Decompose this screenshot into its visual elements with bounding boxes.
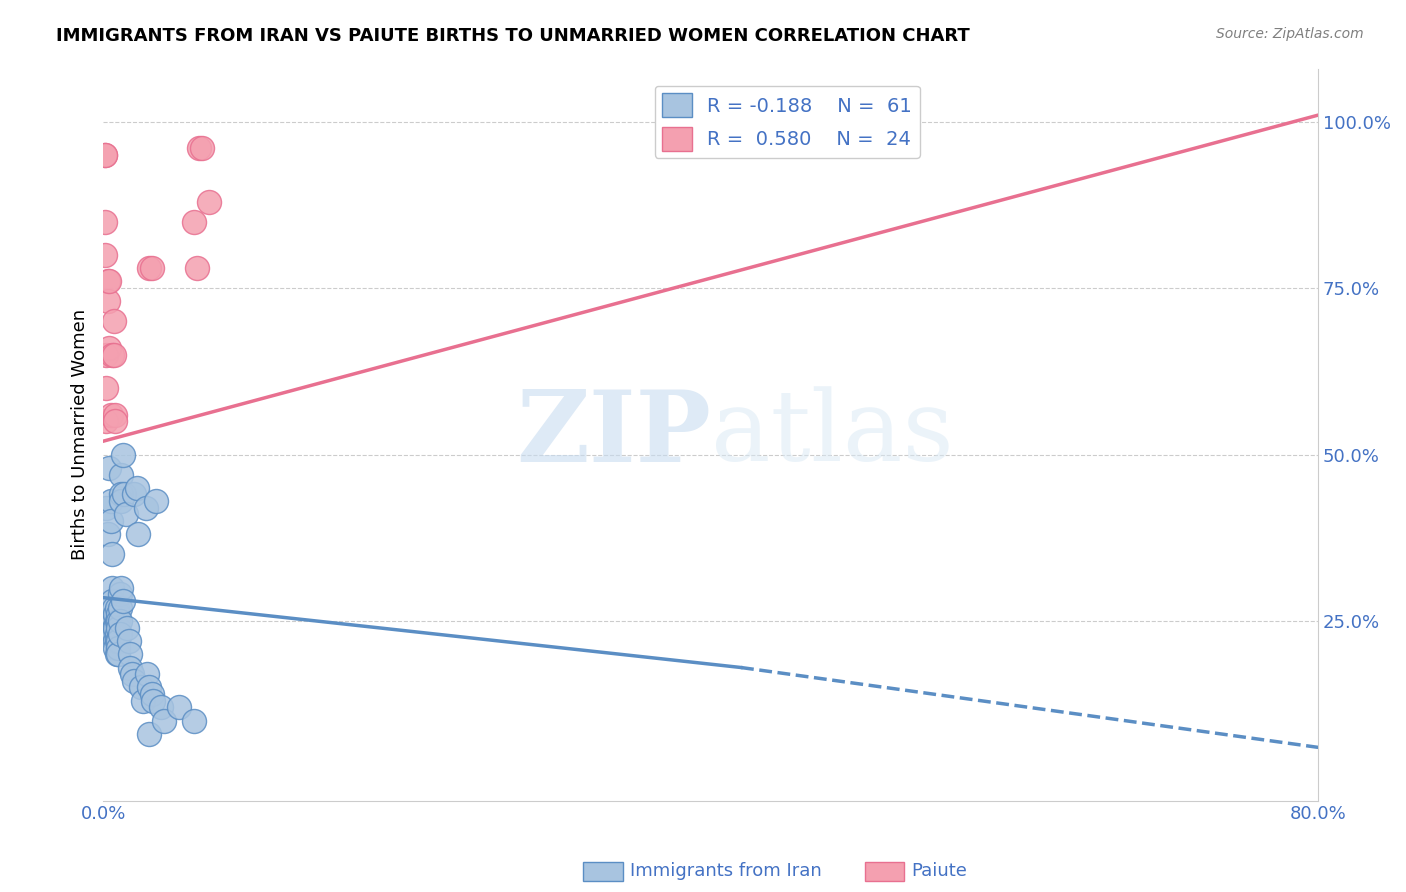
Point [96, 414, 118, 428]
Point [187, 141, 209, 155]
Point [104, 633, 127, 648]
Point [103, 348, 125, 362]
Point [117, 621, 139, 635]
Point [141, 687, 163, 701]
Point [100, 514, 122, 528]
Point [138, 727, 160, 741]
Point [167, 700, 190, 714]
Point [96, 348, 118, 362]
Point [103, 600, 125, 615]
Point [100, 494, 122, 508]
Point [111, 594, 134, 608]
Point [127, 527, 149, 541]
Point [108, 600, 131, 615]
Point [120, 647, 142, 661]
Point [101, 581, 124, 595]
Point [97, 275, 120, 289]
Point [101, 594, 124, 608]
Point [105, 614, 128, 628]
Point [142, 694, 165, 708]
Point [136, 667, 159, 681]
Point [101, 547, 124, 561]
Point [138, 261, 160, 276]
Point [103, 614, 125, 628]
Point [93, 148, 115, 162]
Text: Immigrants from Iran: Immigrants from Iran [630, 863, 821, 880]
Point [108, 614, 131, 628]
Point [183, 214, 205, 228]
Point [104, 408, 127, 422]
Point [93, 214, 115, 228]
Point [110, 487, 132, 501]
Point [107, 640, 129, 655]
Point [105, 633, 128, 648]
Point [186, 261, 208, 276]
Point [145, 494, 167, 508]
Point [122, 673, 145, 688]
Point [93, 148, 115, 162]
Point [107, 647, 129, 661]
Point [104, 607, 127, 622]
Point [107, 633, 129, 648]
Point [98, 341, 121, 355]
Point [125, 481, 148, 495]
Point [110, 467, 132, 482]
Point [110, 494, 132, 508]
Point [104, 640, 127, 655]
Point [107, 621, 129, 635]
Point [183, 714, 205, 728]
Point [198, 194, 221, 209]
Point [112, 487, 135, 501]
Point [104, 621, 127, 635]
Point [98, 460, 121, 475]
Point [108, 627, 131, 641]
Point [100, 408, 122, 422]
Point [97, 527, 120, 541]
Point [103, 621, 125, 635]
Point [107, 614, 129, 628]
Text: Paiute: Paiute [911, 863, 967, 880]
Text: IMMIGRANTS FROM IRAN VS PAIUTE BIRTHS TO UNMARRIED WOMEN CORRELATION CHART: IMMIGRANTS FROM IRAN VS PAIUTE BIRTHS TO… [56, 27, 970, 45]
Y-axis label: Births to Unmarried Women: Births to Unmarried Women [72, 309, 89, 560]
Point [149, 700, 172, 714]
Point [105, 647, 128, 661]
Point [118, 633, 141, 648]
Point [98, 275, 121, 289]
Point [103, 627, 125, 641]
Point [96, 381, 118, 395]
Point [191, 141, 214, 155]
Point [122, 487, 145, 501]
Point [135, 500, 157, 515]
Point [107, 607, 129, 622]
Point [97, 294, 120, 309]
Legend: R = -0.188    N =  61, R =  0.580    N =  24: R = -0.188 N = 61, R = 0.580 N = 24 [655, 86, 920, 158]
Point [93, 248, 115, 262]
Point [131, 694, 153, 708]
Point [103, 314, 125, 328]
Point [110, 581, 132, 595]
Point [121, 667, 143, 681]
Point [101, 348, 124, 362]
Point [141, 261, 163, 276]
Point [96, 500, 118, 515]
Point [115, 508, 138, 522]
Point [108, 587, 131, 601]
Point [105, 600, 128, 615]
Point [104, 414, 127, 428]
Text: ZIP: ZIP [516, 386, 710, 483]
Text: Source: ZipAtlas.com: Source: ZipAtlas.com [1216, 27, 1364, 41]
Point [111, 448, 134, 462]
Point [129, 681, 152, 695]
Point [138, 681, 160, 695]
Text: atlas: atlas [710, 386, 953, 483]
Point [153, 714, 176, 728]
Point [120, 660, 142, 674]
Point [105, 627, 128, 641]
